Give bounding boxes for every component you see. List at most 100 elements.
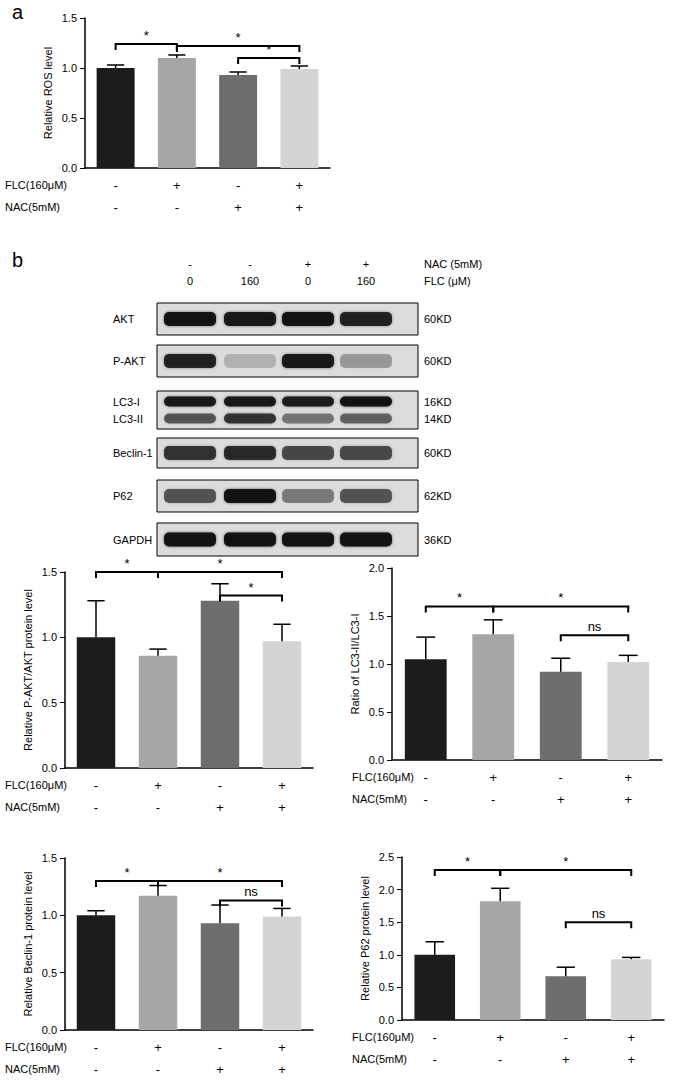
svg-text:2.5: 2.5: [379, 851, 394, 863]
svg-text:Relative P62 protein level: Relative P62 protein level: [359, 876, 371, 1001]
svg-text:*: *: [236, 30, 241, 45]
svg-text:1.5: 1.5: [379, 916, 394, 928]
svg-text:AKT: AKT: [113, 313, 135, 325]
svg-text:LC3-I: LC3-I: [113, 396, 140, 408]
svg-text:+: +: [278, 1062, 286, 1077]
svg-text:-: -: [113, 178, 117, 193]
svg-text:+: +: [496, 1030, 504, 1045]
svg-text:+: +: [305, 258, 311, 270]
svg-text:P62: P62: [113, 490, 133, 502]
svg-text:P-AKT: P-AKT: [113, 355, 146, 367]
svg-text:0.5: 0.5: [379, 981, 394, 993]
svg-text:1.5: 1.5: [42, 852, 57, 864]
svg-text:+: +: [562, 1052, 570, 1067]
svg-text:-: -: [94, 1062, 98, 1077]
svg-text:0.0: 0.0: [369, 754, 384, 766]
svg-text:-: -: [236, 178, 240, 193]
svg-text:+: +: [363, 258, 369, 270]
svg-text:ns: ns: [244, 884, 258, 899]
svg-text:-: -: [424, 770, 428, 785]
svg-text:0.5: 0.5: [42, 697, 57, 709]
svg-text:*: *: [217, 865, 222, 880]
svg-text:0: 0: [187, 275, 193, 287]
svg-text:-: -: [94, 1040, 98, 1055]
svg-text:*: *: [465, 854, 470, 869]
svg-text:-: -: [498, 1052, 502, 1067]
svg-text:*: *: [457, 590, 462, 605]
svg-text:0: 0: [305, 275, 311, 287]
svg-text:-: -: [424, 792, 428, 807]
svg-text:+: +: [627, 1030, 635, 1045]
svg-text:+: +: [624, 770, 632, 785]
svg-text:*: *: [217, 556, 222, 571]
svg-text:+: +: [154, 778, 162, 793]
svg-text:b: b: [12, 249, 23, 271]
svg-text:+: +: [627, 1052, 635, 1067]
svg-text:160: 160: [241, 275, 259, 287]
svg-text:*: *: [266, 42, 271, 57]
svg-text:a: a: [12, 1, 24, 23]
svg-text:+: +: [216, 1062, 224, 1077]
svg-text:-: -: [156, 800, 160, 815]
svg-text:NAC(5mM): NAC(5mM): [5, 801, 60, 813]
svg-text:-: -: [94, 778, 98, 793]
svg-text:Beclin-1: Beclin-1: [113, 447, 153, 459]
svg-text:NAC(5mM): NAC(5mM): [5, 201, 60, 213]
svg-text:-: -: [491, 792, 495, 807]
svg-text:1.0: 1.0: [42, 631, 57, 643]
svg-text:FLC(160μM): FLC(160μM): [352, 1031, 414, 1043]
svg-text:0.0: 0.0: [42, 762, 57, 774]
svg-text:1.0: 1.0: [42, 909, 57, 921]
svg-text:NAC(5mM): NAC(5mM): [352, 793, 407, 805]
svg-text:+: +: [489, 770, 497, 785]
svg-text:1.0: 1.0: [369, 658, 384, 670]
svg-text:Relative ROS level: Relative ROS level: [42, 47, 54, 139]
svg-text:+: +: [296, 178, 304, 193]
svg-text:LC3-II: LC3-II: [113, 413, 143, 425]
svg-text:NAC (5mM): NAC (5mM): [424, 258, 482, 270]
svg-text:1.5: 1.5: [62, 12, 77, 24]
svg-text:14KD: 14KD: [424, 413, 452, 425]
svg-text:1.0: 1.0: [62, 62, 77, 74]
svg-text:ns: ns: [592, 906, 606, 921]
svg-text:-: -: [433, 1030, 437, 1045]
svg-text:0.5: 0.5: [62, 112, 77, 124]
svg-text:Relative Beclin-1 protein leve: Relative Beclin-1 protein level: [22, 872, 34, 1017]
svg-text:0.0: 0.0: [379, 1014, 394, 1026]
svg-text:-: -: [433, 1052, 437, 1067]
svg-text:*: *: [124, 556, 129, 571]
svg-text:+: +: [154, 1040, 162, 1055]
svg-text:62KD: 62KD: [424, 490, 452, 502]
svg-text:36KD: 36KD: [424, 534, 452, 546]
svg-text:Relative P-AKT/AKT protein lev: Relative P-AKT/AKT protein level: [22, 589, 34, 751]
svg-text:0.5: 0.5: [42, 967, 57, 979]
svg-text:2.0: 2.0: [379, 884, 394, 896]
svg-text:+: +: [216, 800, 224, 815]
svg-text:0.5: 0.5: [369, 706, 384, 718]
svg-text:-: -: [218, 1040, 222, 1055]
svg-text:+: +: [278, 1040, 286, 1055]
svg-text:*: *: [563, 854, 568, 869]
svg-text:+: +: [278, 778, 286, 793]
svg-text:Ratio of LC3-II/LC3-I: Ratio of LC3-II/LC3-I: [349, 614, 361, 715]
svg-text:60KD: 60KD: [424, 355, 452, 367]
svg-text:-: -: [188, 258, 192, 270]
svg-text:+: +: [624, 792, 632, 807]
svg-text:1.5: 1.5: [42, 566, 57, 578]
svg-text:2.0: 2.0: [369, 562, 384, 574]
svg-text:+: +: [557, 792, 565, 807]
svg-text:FLC(160μM): FLC(160μM): [352, 771, 414, 783]
svg-text:*: *: [124, 865, 129, 880]
svg-text:1.0: 1.0: [379, 949, 394, 961]
svg-text:+: +: [173, 178, 181, 193]
svg-text:+: +: [296, 200, 304, 215]
svg-text:FLC(160μM): FLC(160μM): [5, 179, 67, 191]
svg-text:*: *: [248, 580, 253, 595]
svg-text:-: -: [94, 800, 98, 815]
svg-text:*: *: [144, 28, 149, 43]
svg-text:60KD: 60KD: [424, 313, 452, 325]
svg-text:16KD: 16KD: [424, 396, 452, 408]
svg-text:NAC(5mM): NAC(5mM): [5, 1063, 60, 1075]
svg-text:0.0: 0.0: [62, 162, 77, 174]
svg-text:FLC (μM): FLC (μM): [424, 275, 471, 287]
